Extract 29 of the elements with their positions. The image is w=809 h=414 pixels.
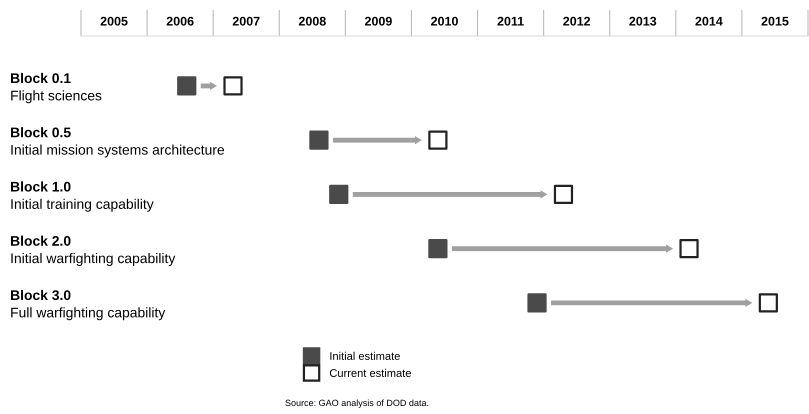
point bbox=[223, 76, 243, 96]
point bbox=[679, 239, 699, 258]
x-tick-label: 2014 bbox=[695, 16, 723, 26]
point bbox=[177, 76, 196, 96]
legend-label: Initial estimate bbox=[330, 352, 400, 360]
x-tick-label: 2007 bbox=[232, 16, 260, 26]
legend-label: Current estimate bbox=[330, 368, 411, 377]
point bbox=[758, 293, 778, 312]
y-tick-label: Block 3.0 Full warfighting capability bbox=[11, 290, 166, 320]
x-tick-label: 2010 bbox=[431, 16, 458, 26]
y-tick-label: Block 1.0 Initial training capability bbox=[11, 181, 154, 212]
x-tick-label: 2005 bbox=[100, 16, 128, 26]
x-tick-label: 2009 bbox=[364, 16, 392, 26]
point bbox=[329, 184, 348, 204]
point bbox=[309, 130, 329, 150]
x-tick-label: 2012 bbox=[563, 16, 590, 26]
y-tick-label: Block 0.1 Flight sciences bbox=[11, 72, 102, 104]
point bbox=[428, 130, 448, 150]
x-tick-label: 2008 bbox=[298, 16, 326, 26]
y-tick-label: Block 0.5 Initial mission systems architecture bbox=[11, 127, 224, 158]
x-tick-label: 2011 bbox=[497, 16, 524, 26]
point bbox=[554, 184, 574, 204]
source-note: Source: GAO analysis of DOD data. bbox=[285, 399, 428, 408]
x-tick-label: 2006 bbox=[166, 16, 194, 26]
point bbox=[428, 239, 448, 258]
x-tick-label: 2015 bbox=[761, 16, 789, 26]
x-tick-label: 2013 bbox=[629, 16, 656, 26]
y-tick-label: Block 2.0 Initial warfighting capability bbox=[11, 236, 176, 266]
point bbox=[527, 293, 547, 312]
